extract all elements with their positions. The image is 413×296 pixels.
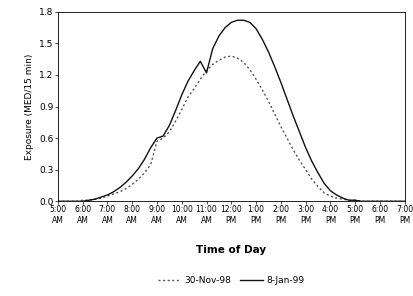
Legend: 30-Nov-98, 8-Jan-99: 30-Nov-98, 8-Jan-99 <box>154 272 308 289</box>
Text: Time of Day: Time of Day <box>196 245 266 255</box>
Y-axis label: Exposure (MED/15 min): Exposure (MED/15 min) <box>25 53 34 160</box>
